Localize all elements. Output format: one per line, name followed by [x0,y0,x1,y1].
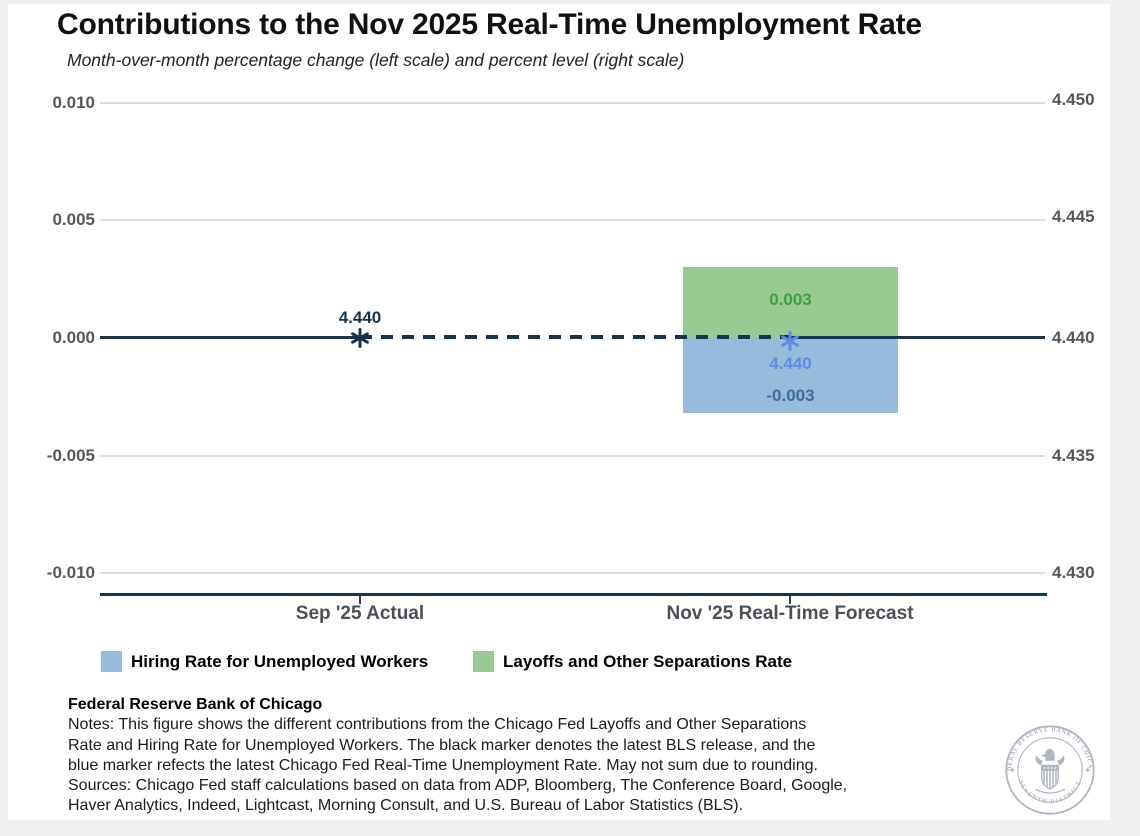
x-axis-label-nov: Nov '25 Real-Time Forecast [666,603,914,624]
footer-notes-line: blue marker refects the latest Chicago F… [68,756,818,774]
y-axis-left-tick-label: -0.010 [46,563,95,582]
legend-label-layoffs: Layoffs and Other Separations Rate [503,651,793,671]
seal-star-separators [1009,767,1091,773]
bar-layoffs-separations [683,267,898,338]
x-axis-tick [359,596,361,604]
legend-swatch-layoffs [473,651,494,672]
legend-swatch-hiring [101,651,122,672]
x-axis-tick [789,596,791,604]
zero-line-solid-left [100,336,360,339]
footer-notes-line: Notes: This figure shows the different c… [68,716,807,734]
chicago-fed-seal-logo: FEDERAL RESERVE BANK OF CHICAGO SEVENTH … [1004,724,1095,815]
footer-notes-line: Haver Analytics, Indeed, Lightcast, Morn… [68,797,744,815]
sep-bls-marker-icon [351,328,369,348]
sep-marker-value-label: 4.440 [338,308,382,327]
gridline [100,219,1045,221]
y-axis-right-tick-label: 4.430 [1052,563,1095,582]
footer-notes: Federal Reserve Bank of Chicago Notes: T… [68,695,968,817]
zero-line-dashed [360,335,790,339]
layoffs-bar-value-label: 0.003 [769,290,812,309]
y-axis-right-tick-label: 4.440 [1052,328,1095,347]
nov-marker-value-label: 4.440 [769,354,812,373]
legend-item-hiring: Hiring Rate for Unemployed Workers [101,651,428,672]
chart-title: Contributions to the Nov 2025 Real-Time … [57,8,922,41]
seal-eagle-and-shield [1035,748,1065,794]
footer-org-name: Federal Reserve Bank of Chicago [68,696,323,713]
gridline [100,572,1045,574]
y-axis-left-tick-label: -0.005 [46,446,95,465]
y-axis-left-tick-label: 0.005 [52,210,95,229]
x-axis-label-sep: Sep '25 Actual [295,603,425,624]
footer-notes-line: Rate and Hiring Rate for Unemployed Work… [68,736,816,754]
x-axis-line [100,593,1047,596]
y-axis-right-tick-label: 4.445 [1052,207,1095,226]
legend-item-layoffs: Layoffs and Other Separations Rate [473,651,792,672]
gridline [100,102,1045,104]
hiring-bar-value-label: -0.003 [766,386,815,405]
y-axis-right-tick-label: 4.450 [1052,90,1095,109]
nov-realtime-marker-icon [781,331,799,351]
seal-top-text: FEDERAL RESERVE BANK OF CHICAGO [1004,724,1092,771]
y-axis-right-tick-label: 4.435 [1052,446,1095,465]
legend-label-hiring: Hiring Rate for Unemployed Workers [131,651,429,671]
chart-subtitle: Month-over-month percentage change (left… [67,50,685,70]
zero-line-solid-right [790,336,1045,339]
footer-notes-line: Sources: Chicago Fed staff calculations … [68,777,848,795]
y-axis-left-tick-label: 0.010 [52,93,95,112]
svg-text:FEDERAL RESERVE BANK OF CHICAG: FEDERAL RESERVE BANK OF CHICAGO [1004,724,1093,771]
gridline [100,455,1045,457]
y-axis-left-tick-label: 0.000 [52,328,95,347]
chart-canvas [8,4,1110,820]
